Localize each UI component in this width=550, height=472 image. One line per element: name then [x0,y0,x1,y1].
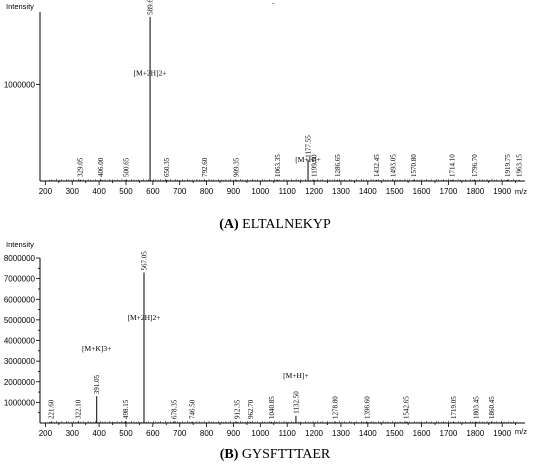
panel-a-peak-label: 1796.70 [471,154,479,177]
panel-b-peak-label: 498.15 [122,399,130,419]
panel-b-peak-label: 1396.60 [363,396,371,419]
panel-b-peak-label: 1719.05 [450,396,458,419]
panel-b-x-tick-label: 1800 [466,429,484,438]
panel-b-x-tick-label: 1700 [440,429,458,438]
panel-b-peak-label: 567.05 [140,251,148,271]
panel-b-peak-label: 1542.65 [403,396,411,419]
panel-b-y-tick-label: 6000000 [4,295,36,304]
panel-a-x-tick-label: 900 [227,187,241,196]
panel-b-peak-label: 1860.45 [488,396,496,419]
panel-b-x-tick-label: 200 [39,429,53,438]
panel-b-y-tick-label: 4000000 [4,337,36,346]
panel-b-x-tick-label: 900 [227,429,241,438]
panel-b-y-axis-label: Intensity [6,240,34,249]
panel-b-x-tick-label: 1400 [359,429,377,438]
panel-a-x-tick-label: 700 [173,187,187,196]
caption-b: (B) GYSFTTTAER [0,447,550,463]
panel-b-x-tick-label: 600 [146,429,160,438]
panel-a-x-tick-label: 200 [39,187,53,196]
panel-b-peak-label: 1278.80 [332,396,340,419]
panel-b-peak-label: 221.60 [48,399,56,419]
panel-b-x-tick-label: 700 [173,429,187,438]
panel-a-x-tick-label: 1700 [440,187,458,196]
panel-b-peak-label: 912.35 [233,399,241,419]
panel-b-x-tick-label: 300 [66,429,80,438]
panel-a-x-tick-label: 300 [66,187,80,196]
panel-a-peak-label: 909.35 [232,157,240,177]
panel-a-x-tick-label: 1100 [279,187,297,196]
panel-b-ion-annotation: [M+K]3+ [82,344,111,353]
panel-b-y-tick-label: 2000000 [4,378,36,387]
panel-b-x-tick-label: 800 [200,429,214,438]
caption-a-name: ELTALNEKYP [242,217,331,232]
panel-b-peak-label: 322.10 [75,399,83,419]
panel-b-y-tick-label: 1000000 [4,398,36,407]
panel-a-peak-label: 1177.55 [305,135,313,158]
panel-b-y-tick-label: 3000000 [4,357,36,366]
panel-a-x-tick-label: 1900 [493,187,511,196]
panel-a-peak-label: 1493.05 [389,154,397,177]
panel-a-x-tick-label: 600 [146,187,160,196]
panel-a-x-tick-label: 1200 [305,187,323,196]
panel-b-peak-label: 1132.50 [292,391,300,414]
caption-b-letter: (B) [219,447,239,462]
panel-a-y-tick-label: 1000000 [4,80,36,89]
panel-b-y-tick-label: 8000000 [4,254,36,263]
panel-b-x-tick-label: 1100 [279,429,297,438]
panel-b-y-tick-label: 7000000 [4,275,36,284]
panel-a-peak-label: 792.60 [201,157,209,177]
panel-b-ion-annotation: [M+H]+ [283,371,309,380]
panel-a-peak-label: 1432.45 [373,154,381,177]
panel-a-peak-label: 1919.75 [504,154,512,177]
panel-a-x-tick-label: 800 [200,187,214,196]
panel-b-y-tick-label: 5000000 [4,316,36,325]
panel-a-peak-label: 329.05 [77,157,85,177]
panel-b-x-axis-label: m/z [515,427,527,436]
panel-b-ion-annotation: [M+2H]2+ [127,313,160,322]
panel-b-peak-label: 1803.45 [473,396,481,419]
panel-a-top-mark: - [272,0,275,8]
caption-a: (A) ELTALNEKYP [0,217,550,233]
panel-b-x-tick-label: 1500 [386,429,404,438]
panel-a-peak-label: 589.60 [147,0,155,15]
panel-b-peak-label: 678.35 [170,399,178,419]
panel-b-x-tick-label: 1900 [493,429,511,438]
panel-b-peak-label: 1040.85 [268,396,276,419]
panel-a-x-tick-label: 500 [119,187,133,196]
panel-a-peak-label: 1199.60 [310,154,318,177]
panel-a-peak-label: 406.00 [97,157,105,177]
panel-b-x-tick-label: 1000 [251,429,269,438]
panel-b-x-tick-label: 1300 [332,429,350,438]
caption-b-name: GYSFTTTAER [241,447,331,462]
panel-a-peak-label: 1063.35 [274,154,282,177]
panel-b-x-tick-label: 400 [92,429,106,438]
panel-a-x-tick-label: 1000 [251,187,269,196]
panel-a-peak-label: 1963.15 [516,154,524,177]
panel-a-x-tick-label: 1500 [386,187,404,196]
panel-a-ion-annotation: [M+2H]2+ [134,69,167,78]
panel-a-x-tick-label: 1400 [359,187,377,196]
panel-a-x-tick-label: 1800 [466,187,484,196]
panel-a-peak-label: 500.65 [123,157,131,177]
panel-a-peak-label: 1714.10 [449,154,457,177]
panel-b-x-tick-label: 1200 [305,429,323,438]
panel-b-peak-label: 391.05 [93,374,101,394]
panel-b-peak-label: 962.70 [247,399,255,419]
panel-a-x-axis-label: m/z [515,187,527,196]
panel-a-y-axis-label: Intensity [6,2,34,11]
panel-a-peak-label: 1570.80 [410,154,418,177]
panel-a-x-tick-label: 1600 [413,187,431,196]
panel-a-peak-label: 1286.65 [334,154,342,177]
panel-b-peak-label: 746.50 [189,399,197,419]
panel-a-ion-annotation: [M+H]+ [295,155,321,164]
panel-a-peak-label: 650.35 [163,157,171,177]
panel-b-x-tick-label: 1600 [413,429,431,438]
caption-a-letter: (A) [219,217,239,232]
panel-b-x-tick-label: 500 [119,429,133,438]
panel-a-x-tick-label: 1300 [332,187,350,196]
panel-a-x-tick-label: 400 [92,187,106,196]
